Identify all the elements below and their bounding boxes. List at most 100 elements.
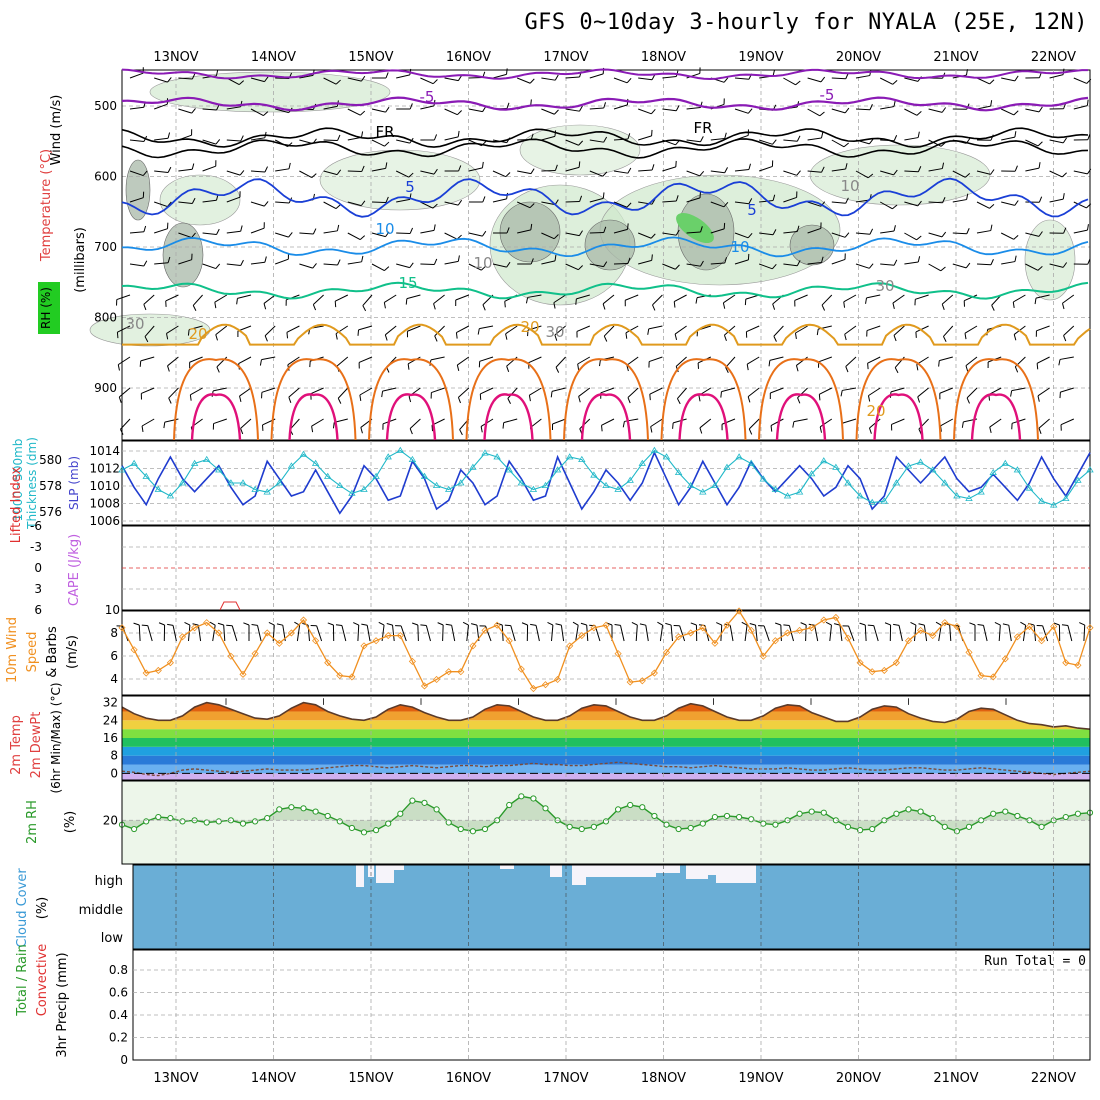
wind-barb	[725, 356, 736, 368]
wind-barb	[529, 387, 542, 396]
wind-barb	[299, 263, 313, 269]
surface-barb	[679, 625, 686, 642]
wind-barb-flag	[916, 235, 922, 241]
wind-barb	[648, 325, 663, 330]
wind-barb-flag	[579, 195, 583, 202]
wind-barb	[989, 418, 1002, 428]
wind-barb	[154, 201, 168, 208]
wind-barb	[371, 263, 385, 272]
wind-barb-flag	[821, 256, 824, 263]
wind-barb-flag	[385, 72, 389, 79]
wind-barb-flag	[505, 172, 511, 178]
thickness-point	[457, 479, 465, 486]
rh-dark-4	[789, 224, 835, 266]
wind-barb	[492, 198, 507, 203]
wind-barb	[192, 294, 203, 306]
wind-barb-flag	[528, 395, 531, 402]
wind-point	[227, 652, 235, 660]
rh-point	[941, 823, 948, 830]
surface-barb-flag	[614, 624, 621, 626]
wind-barb	[759, 200, 774, 203]
slp-tick-1010: 1010	[89, 479, 120, 493]
thickness-point	[505, 466, 513, 473]
surface-barb	[425, 625, 431, 642]
surface-barb-flag	[1002, 623, 1009, 626]
wind-barb	[880, 230, 895, 234]
wind-barb	[928, 108, 943, 113]
wind-point	[626, 678, 634, 686]
wind-barb-flag	[504, 301, 506, 308]
date-top-14NOV: 14NOV	[251, 50, 296, 65]
surface-barb	[535, 625, 540, 642]
thickness-point	[178, 479, 187, 486]
wind-barb-flag	[966, 397, 970, 404]
wind-barb	[116, 294, 131, 301]
wind-barb	[1073, 229, 1088, 234]
ylabel-pressure: (millibars)	[73, 227, 88, 293]
wind-barb-flag	[768, 360, 771, 367]
wind-barb	[868, 387, 881, 397]
precip-tick-0.4: 0.4	[109, 1008, 128, 1022]
wind-barb	[677, 387, 687, 399]
wind-barb	[831, 201, 846, 204]
wind-barb-flag	[216, 228, 220, 235]
wind-barb-flag	[361, 131, 364, 138]
wind-barb	[1049, 139, 1064, 144]
wind-barb	[783, 196, 797, 203]
wind-barb	[359, 387, 373, 396]
temp-tick-8: 8	[110, 749, 118, 763]
wind-barb-flag	[578, 396, 581, 403]
wind-barb-flag	[990, 259, 994, 265]
temp-band	[122, 773, 1090, 780]
thickness-point	[1062, 494, 1070, 501]
wind-point	[396, 631, 404, 640]
wind-barb-flag	[384, 266, 390, 271]
surface-barb-flag	[918, 623, 925, 626]
series-2m-dewpoint	[121, 761, 1091, 777]
wind-barb-flag	[843, 142, 849, 148]
wind-barb	[783, 139, 798, 142]
wind-barb	[734, 169, 749, 172]
wind-barb	[527, 294, 542, 298]
wind-barb-flag	[966, 69, 968, 76]
wind-point	[844, 634, 852, 642]
wind-barb	[371, 139, 385, 147]
wind-point	[735, 607, 743, 615]
wind-barb	[603, 325, 615, 337]
thickness-point	[311, 459, 320, 466]
wind-barb	[347, 232, 361, 241]
wind-barb	[734, 77, 749, 80]
surface-barb-flag	[1020, 621, 1026, 626]
wind-barb-flag	[311, 426, 314, 433]
rh-point	[844, 823, 852, 830]
wind-barb	[141, 387, 155, 394]
wind-barb-flag	[530, 133, 534, 140]
ylabel-barbs: & Barbs	[45, 626, 60, 678]
wind-barb	[652, 294, 663, 306]
wind-barb-flag	[361, 75, 366, 82]
wind-barb-flag	[554, 199, 559, 205]
surface-barb-flag	[893, 623, 900, 626]
rh-point	[736, 813, 743, 821]
wind-point	[541, 681, 550, 689]
wind-barb-flag	[844, 232, 850, 238]
wind-barb-flag	[792, 421, 795, 428]
wind-barb-flag	[457, 130, 460, 137]
wind-tick-8: 8	[110, 626, 118, 640]
wind-barb-flag	[1086, 99, 1089, 106]
wind-barb	[541, 77, 556, 81]
wind-barb	[214, 294, 228, 303]
wind-barb	[589, 197, 604, 203]
thickness-point	[892, 479, 901, 486]
wind-barb-flag	[191, 108, 196, 114]
thickness-point	[493, 453, 501, 460]
temp-band	[122, 738, 1090, 747]
wind-barb	[141, 418, 155, 427]
surface-barb	[341, 625, 347, 642]
wind-barb-flag	[433, 303, 436, 310]
surface-barb	[417, 624, 419, 642]
surface-barb	[873, 625, 879, 642]
wind-barb	[625, 294, 639, 301]
date-top-19NOV: 19NOV	[738, 50, 783, 65]
wind-barb	[358, 356, 373, 363]
